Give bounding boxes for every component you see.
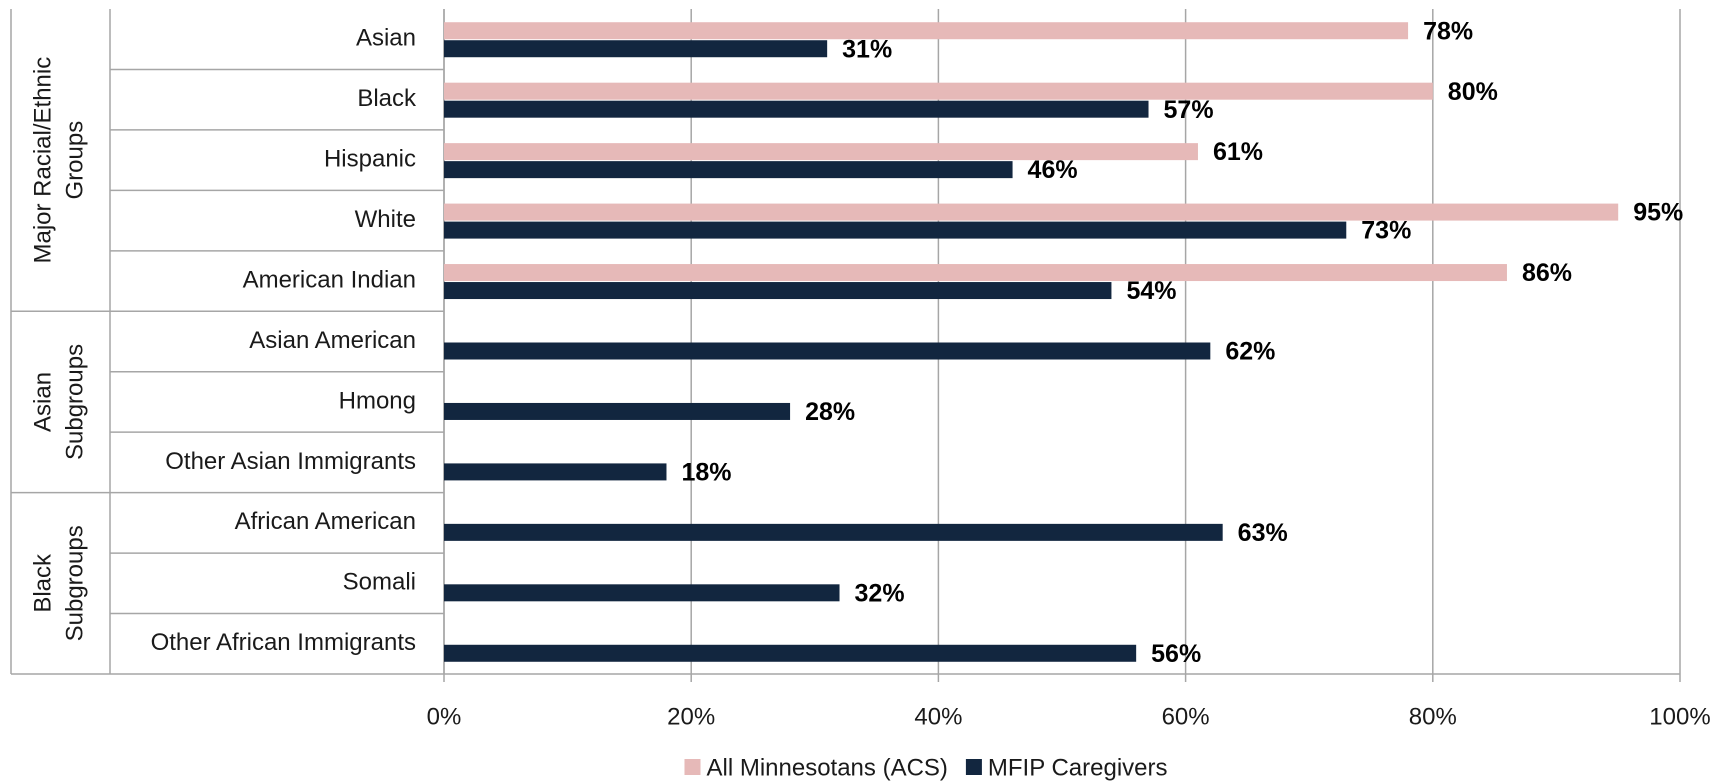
value-label: 31% <box>842 35 892 63</box>
bar <box>444 523 1223 541</box>
group-label-line: Subgroups <box>62 344 89 460</box>
value-label: 86% <box>1522 259 1572 287</box>
x-tick-label: 80% <box>1409 703 1457 730</box>
value-label: 32% <box>855 579 905 607</box>
group-label-line: Groups <box>62 121 89 200</box>
bar <box>444 342 1211 360</box>
group-label-line: Major Racial/Ethnic <box>30 57 57 264</box>
x-tick-label: 20% <box>667 703 715 730</box>
y-tick-label: Asian <box>356 25 416 52</box>
bar <box>444 402 791 420</box>
y-tick-label: Hispanic <box>324 145 416 172</box>
bar <box>444 264 1507 282</box>
value-label: 28% <box>805 398 855 426</box>
bar <box>444 282 1112 300</box>
value-label: 95% <box>1633 199 1683 227</box>
x-tick-label: 40% <box>914 703 962 730</box>
group-label-line: Subgroups <box>62 525 89 641</box>
legend-swatch <box>684 759 701 775</box>
value-label: 57% <box>1164 96 1214 124</box>
x-tick-label: 60% <box>1162 703 1210 730</box>
bar <box>444 161 1013 179</box>
y-tick-label: Hmong <box>339 387 416 414</box>
bar <box>444 463 667 481</box>
legend-label: All Minnesotans (ACS) <box>706 754 947 781</box>
value-label: 80% <box>1448 78 1498 106</box>
bar <box>444 82 1433 100</box>
y-tick-label: Somali <box>343 569 416 596</box>
y-tick-label: Other Asian Immigrants <box>165 448 416 475</box>
y-tick-label: White <box>355 206 416 233</box>
bar <box>444 584 840 602</box>
legend-label: MFIP Caregivers <box>988 754 1168 781</box>
value-label: 61% <box>1213 138 1263 166</box>
bar <box>444 40 828 58</box>
x-tick-label: 0% <box>427 703 462 730</box>
bar <box>444 100 1149 118</box>
y-tick-label: American Indian <box>243 266 416 293</box>
y-tick-label: Other African Immigrants <box>151 629 416 656</box>
bar <box>444 203 1619 221</box>
group-label: Asian Subgroups <box>30 344 89 460</box>
value-label: 18% <box>681 459 731 487</box>
bar <box>444 143 1198 161</box>
x-tick-label: 100% <box>1649 703 1710 730</box>
value-label: 78% <box>1423 17 1473 45</box>
legend: All Minnesotans (ACS) MFIP Caregivers <box>684 754 1168 781</box>
bar <box>444 221 1347 239</box>
value-label: 63% <box>1238 519 1288 547</box>
bar <box>444 644 1137 662</box>
value-label: 73% <box>1361 217 1411 245</box>
group-label-line: Black <box>30 553 57 613</box>
value-label: 62% <box>1225 338 1275 366</box>
y-tick-label: African American <box>235 508 416 535</box>
bar <box>444 22 1409 40</box>
group-label: Major Racial/Ethnic Groups <box>30 57 89 264</box>
y-tick-label: Asian American <box>249 327 416 354</box>
legend-swatch <box>965 759 982 775</box>
value-label: 46% <box>1028 156 1078 184</box>
y-tick-label: Black <box>357 85 417 112</box>
group-label-line: Asian <box>30 372 57 432</box>
value-label: 56% <box>1151 640 1201 668</box>
group-label: Black Subgroups <box>30 525 89 641</box>
value-label: 54% <box>1126 277 1176 305</box>
